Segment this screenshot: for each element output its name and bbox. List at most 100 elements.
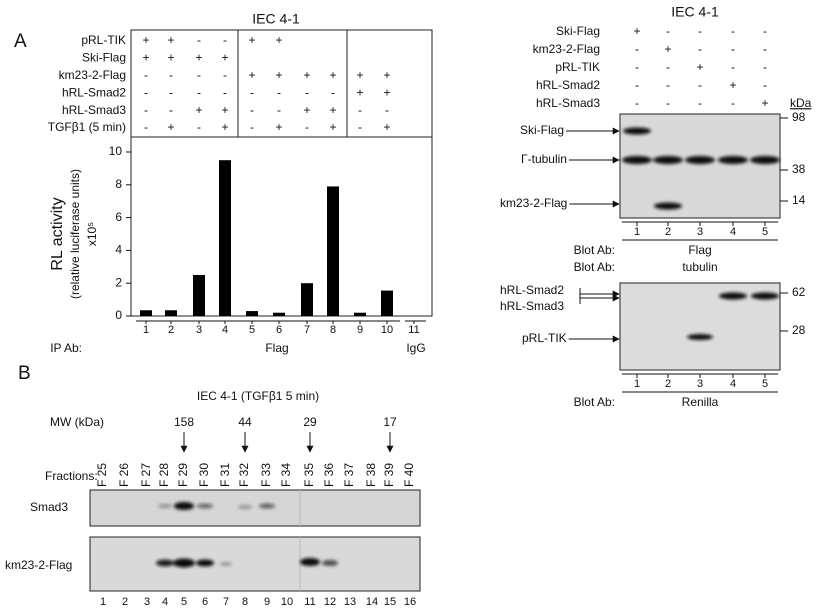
- condition-value: -: [763, 42, 767, 56]
- condition-value: -: [731, 60, 735, 74]
- condition-value: -: [144, 68, 148, 82]
- x-tick-label: 9: [357, 324, 363, 336]
- condition-value: -: [223, 33, 227, 47]
- band: [197, 503, 213, 509]
- band: [196, 559, 214, 567]
- bar: [140, 310, 152, 316]
- condition-value: +: [142, 33, 149, 47]
- fraction-label: F 35: [302, 463, 316, 487]
- lane-label: 5: [762, 226, 768, 238]
- condition-value: -: [331, 85, 335, 99]
- blot-km23: [89, 536, 421, 592]
- blot-ab: Flag: [688, 243, 711, 257]
- condition-name: Ski-Flag: [82, 51, 126, 65]
- y-tick-label: 8: [115, 177, 122, 191]
- condition-value: -: [698, 24, 702, 38]
- fraction-label: F 28: [157, 463, 171, 487]
- band: [238, 505, 252, 509]
- band-label: Ski-Flag: [520, 123, 564, 137]
- bar: [301, 283, 313, 316]
- condition-name: km23-2-Flag: [533, 42, 600, 56]
- band-label: km23-2-Flag: [500, 196, 567, 210]
- condition-value: +: [275, 33, 282, 47]
- lane-label: 15: [384, 596, 396, 608]
- condition-value: -: [197, 85, 201, 99]
- band: [156, 559, 174, 567]
- lane-label: 11: [304, 596, 315, 608]
- band-label: hRL-Smad2: [500, 283, 564, 297]
- condition-value: -: [223, 68, 227, 82]
- mw-marker: 62: [792, 285, 806, 299]
- condition-name: hRL-Smad2: [536, 78, 600, 92]
- condition-value: +: [221, 103, 228, 117]
- condition-value: -: [250, 120, 254, 134]
- lane-label: 2: [122, 596, 128, 608]
- condition-value: -: [635, 96, 639, 110]
- condition-value: +: [383, 68, 390, 82]
- fraction-label: F 36: [322, 463, 336, 487]
- condition-value: -: [305, 85, 309, 99]
- ip-ab: Flag: [265, 341, 288, 355]
- condition-value: -: [250, 85, 254, 99]
- fraction-label: F 39: [382, 463, 396, 487]
- lane-label: 1: [634, 378, 640, 390]
- y-axis-label: x10⁵: [85, 222, 99, 246]
- ip-ab-label: IP Ab:: [50, 341, 82, 355]
- bar: [381, 290, 393, 316]
- blot-ab-label: Blot Ab:: [574, 260, 615, 274]
- panel-title: IEC 4-1 (TGFβ1 5 min): [197, 389, 319, 403]
- lane-label: 1: [100, 596, 106, 608]
- fraction-label: F 31: [218, 463, 232, 487]
- fraction-label: F 40: [402, 463, 416, 487]
- lane-label: 3: [697, 226, 703, 238]
- condition-name: hRL-Smad2: [62, 85, 126, 99]
- blot-label: km23-2-Flag: [5, 558, 72, 572]
- condition-value: +: [275, 120, 282, 134]
- kda-label: kDa: [790, 96, 812, 110]
- band: [173, 558, 195, 568]
- blot-ab: Renilla: [682, 395, 719, 409]
- condition-value: +: [356, 85, 363, 99]
- blot-label: Smad3: [30, 500, 68, 514]
- condition-value: -: [144, 120, 148, 134]
- panel-title: IEC 4-1: [252, 11, 300, 27]
- lane-label: 2: [665, 226, 671, 238]
- condition-value: +: [383, 85, 390, 99]
- mw-label: MW (kDa): [50, 415, 104, 429]
- mw-marker: 29: [303, 415, 317, 429]
- band: [750, 156, 780, 164]
- lane-label: 16: [404, 596, 416, 608]
- condition-value: -: [698, 96, 702, 110]
- bar: [165, 310, 177, 316]
- condition-value: +: [329, 120, 336, 134]
- mw-marker: 98: [792, 110, 806, 124]
- x-tick-label: 2: [168, 324, 174, 336]
- condition-name: TGFβ1 (5 min): [48, 120, 126, 134]
- band: [719, 292, 747, 300]
- condition-value: -: [144, 85, 148, 99]
- x-tick-label: 6: [276, 324, 282, 336]
- condition-value: -: [144, 103, 148, 117]
- condition-value: -: [635, 42, 639, 56]
- condition-value: -: [169, 103, 173, 117]
- blot-ab-label: Blot Ab:: [574, 395, 615, 409]
- condition-value: -: [277, 85, 281, 99]
- x-tick-label: 1: [143, 324, 149, 336]
- condition-value: -: [197, 68, 201, 82]
- band: [687, 334, 713, 340]
- condition-value: -: [763, 60, 767, 74]
- ip-ab: IgG: [406, 341, 425, 355]
- condition-value: -: [731, 96, 735, 110]
- condition-value: +: [275, 68, 282, 82]
- lane-label: 3: [144, 596, 150, 608]
- condition-value: -: [666, 60, 670, 74]
- condition-value: +: [383, 120, 390, 134]
- fraction-label: F 37: [342, 463, 356, 487]
- band: [322, 560, 338, 566]
- panel-title: IEC 4-1: [671, 4, 719, 20]
- lane-label: 6: [202, 596, 208, 608]
- y-tick-label: 10: [109, 144, 123, 158]
- x-tick-label: 3: [196, 324, 202, 336]
- condition-value: -: [635, 60, 639, 74]
